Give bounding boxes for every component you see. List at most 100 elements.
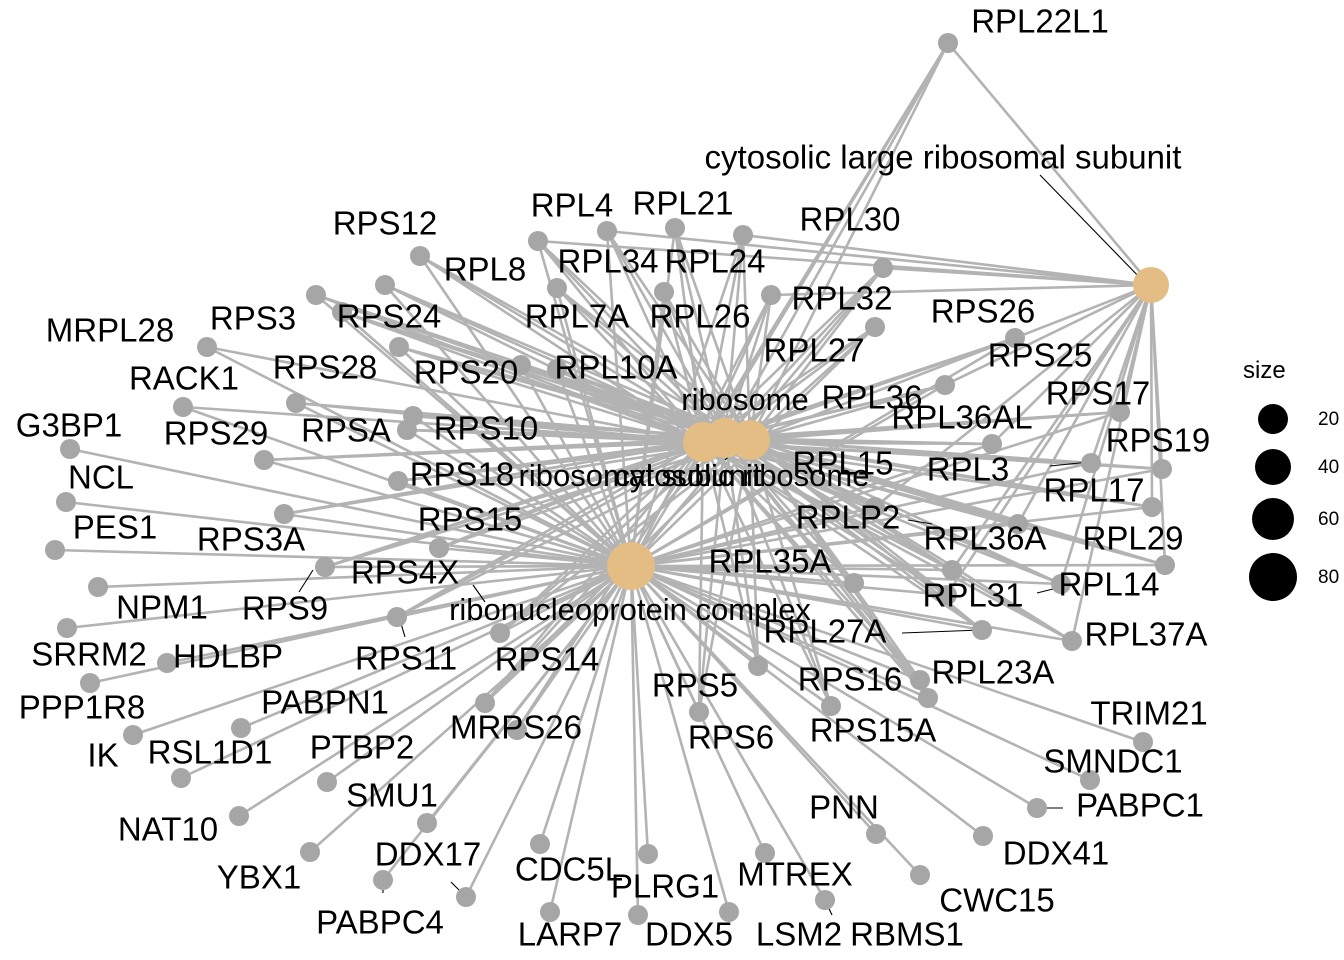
- gene-node-rps18[interactable]: [388, 471, 408, 491]
- gene-node-rpl7a[interactable]: [511, 355, 531, 375]
- gene-node-rsl1d1[interactable]: [171, 768, 191, 788]
- edge-rpsa-rnp: [412, 414, 632, 568]
- edge-rplp2-cytosolic-large: [1016, 284, 1153, 525]
- gene-node-rps15a[interactable]: [910, 670, 930, 690]
- gene-node-rps17[interactable]: [1110, 402, 1130, 422]
- gene-node-plrg1[interactable]: [638, 844, 658, 864]
- gene-node-rps3a[interactable]: [274, 504, 294, 524]
- gene-node-rps15[interactable]: [429, 538, 449, 558]
- gene-node-rpl14[interactable]: [1051, 574, 1071, 594]
- gene-node-rps9[interactable]: [315, 557, 335, 577]
- edge-rps10-ribosomal-subunit: [406, 428, 726, 440]
- edge-rpl31-rnp: [630, 564, 948, 597]
- gene-node-rps25[interactable]: [1005, 328, 1025, 348]
- gene-node-rplp2[interactable]: [1008, 514, 1028, 534]
- gene-node-rpl36al[interactable]: [982, 434, 1002, 454]
- legend-size-dot-20: [1258, 404, 1288, 434]
- term-node-cytosolic-large-ribosomal-subunit[interactable]: [1133, 267, 1169, 303]
- gene-node-mrps26[interactable]: [507, 720, 527, 740]
- gene-node-pabpc4[interactable]: [373, 870, 393, 890]
- term-node-ribonucleoprotein-complex[interactable]: [607, 542, 655, 590]
- edge-rpl29-ribosomal-subunit: [724, 436, 1166, 567]
- gene-node-rpl37a[interactable]: [1062, 631, 1082, 651]
- gene-node-pabpc1[interactable]: [1027, 798, 1047, 818]
- edge-rpl22l1-ribosomal-subunit: [723, 42, 950, 439]
- gene-node-pes1[interactable]: [45, 540, 65, 560]
- gene-node-rpl22l1[interactable]: [938, 33, 958, 53]
- edge-rpl21-ribosome: [605, 230, 705, 443]
- gene-node-rps11[interactable]: [387, 607, 407, 627]
- gene-node-nat10[interactable]: [229, 806, 249, 826]
- gene-node-rpl15[interactable]: [865, 497, 885, 517]
- term-node-cytosolic-ribosome[interactable]: [730, 420, 770, 460]
- gene-node-mrpl28[interactable]: [197, 337, 217, 357]
- gene-node-rps10[interactable]: [397, 420, 417, 440]
- gene-node-g3bp1[interactable]: [60, 439, 80, 459]
- gene-node-rpl30[interactable]: [733, 225, 753, 245]
- gene-node-rpl23a[interactable]: [918, 688, 938, 708]
- gene-node-ppp1r8[interactable]: [80, 673, 100, 693]
- gene-node-rpl27a[interactable]: [972, 620, 992, 640]
- gene-node-hdlbp[interactable]: [157, 653, 177, 673]
- gene-node-mtrex[interactable]: [755, 843, 775, 863]
- gene-node-rpl17[interactable]: [1142, 497, 1162, 517]
- gene-label-ppp1r8: PPP1R8: [19, 689, 146, 726]
- gene-node-smndc1[interactable]: [1080, 770, 1100, 790]
- gene-node-ddx17[interactable]: [456, 887, 476, 907]
- gene-node-cdc5l[interactable]: [530, 834, 550, 854]
- gene-node-npm1[interactable]: [88, 577, 108, 597]
- gene-node-rpl26[interactable]: [654, 282, 674, 302]
- gene-node-rps14[interactable]: [475, 693, 495, 713]
- gene-node-rpl35a[interactable]: [844, 573, 864, 593]
- gene-node-rps28[interactable]: [286, 393, 306, 413]
- gene-node-rps5[interactable]: [689, 702, 709, 722]
- gene-label-rbms1: RBMS1: [850, 916, 964, 953]
- gene-node-rpl4[interactable]: [528, 231, 548, 251]
- gene-node-rpl8[interactable]: [375, 275, 395, 295]
- gene-node-rps4x[interactable]: [490, 623, 510, 643]
- gene-node-cwc15[interactable]: [910, 865, 930, 885]
- gene-node-ik[interactable]: [123, 725, 143, 745]
- gene-node-ncl[interactable]: [56, 492, 76, 512]
- size-legend: size 20 40 60 80: [1243, 357, 1339, 601]
- gene-node-rack1[interactable]: [173, 397, 193, 417]
- gene-node-ybx1[interactable]: [300, 842, 320, 862]
- gene-node-rpl36a[interactable]: [942, 560, 962, 580]
- gene-node-ddx5[interactable]: [719, 902, 739, 922]
- gene-node-rpl34[interactable]: [547, 278, 567, 298]
- gene-node-rpl21[interactable]: [597, 221, 617, 241]
- term-label-cytosolic-ribosome: cytosolic ribosome: [615, 458, 870, 493]
- gene-node-rps24[interactable]: [332, 302, 352, 322]
- gene-node-trim21[interactable]: [1133, 732, 1153, 752]
- gene-node-ptbp2[interactable]: [317, 772, 337, 792]
- gene-node-ddx41[interactable]: [973, 826, 993, 846]
- gene-node-pabpn1[interactable]: [231, 718, 251, 738]
- gene-node-rpl36[interactable]: [935, 375, 955, 395]
- gene-label-rpl27a: RPL27A: [764, 613, 887, 650]
- gene-node-rps6[interactable]: [748, 656, 768, 676]
- gene-node-rps26[interactable]: [873, 258, 893, 278]
- gene-label-rps12: RPS12: [333, 205, 438, 242]
- gene-node-larp7[interactable]: [540, 902, 560, 922]
- gene-node-rps20[interactable]: [389, 337, 409, 357]
- gene-node-rpl3[interactable]: [1081, 453, 1101, 473]
- gene-node-lsm2[interactable]: [628, 905, 648, 925]
- gene-node-rps12[interactable]: [410, 246, 430, 266]
- gene-node-rps19[interactable]: [1152, 459, 1172, 479]
- gene-node-srrm2[interactable]: [57, 618, 77, 638]
- edge-rpl10a-ribosome: [556, 367, 704, 444]
- gene-node-rps29[interactable]: [254, 450, 274, 470]
- gene-label-g3bp1: G3BP1: [16, 407, 122, 444]
- gene-node-rpl10a[interactable]: [547, 359, 567, 379]
- gene-node-rpl29[interactable]: [1155, 555, 1175, 575]
- gene-node-rps16[interactable]: [821, 696, 841, 716]
- gene-node-rps3[interactable]: [306, 285, 326, 305]
- gene-node-pnn[interactable]: [866, 824, 886, 844]
- gene-node-rbms1[interactable]: [815, 890, 835, 910]
- gene-node-smu1[interactable]: [417, 813, 437, 833]
- gene-node-rpl27[interactable]: [865, 317, 885, 337]
- gene-node-rpl32[interactable]: [761, 285, 781, 305]
- gene-node-rpl31[interactable]: [937, 585, 957, 605]
- gene-label-npm1: NPM1: [116, 589, 208, 626]
- gene-node-rpl24[interactable]: [665, 218, 685, 238]
